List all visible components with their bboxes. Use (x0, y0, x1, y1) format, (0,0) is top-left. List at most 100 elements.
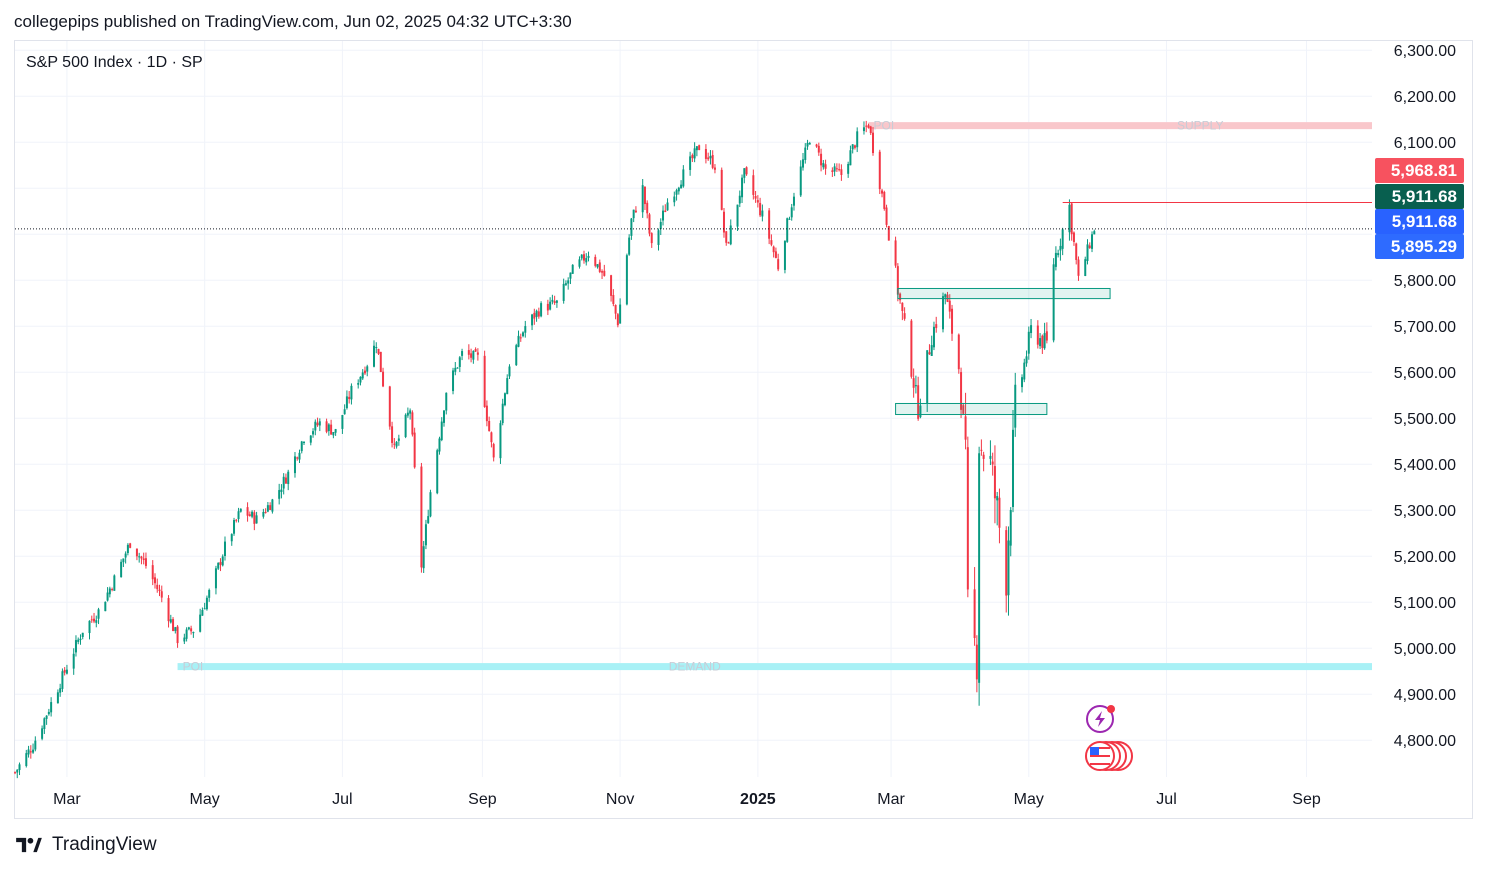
candle-body (454, 367, 457, 372)
candle-body (580, 254, 583, 259)
y-tick-label: 5,700.00 (1394, 319, 1456, 336)
footer[interactable]: TradingView (14, 834, 157, 856)
candle-body (1086, 244, 1089, 261)
candle-body (630, 218, 633, 236)
candle-body (964, 416, 967, 440)
candle-body (865, 125, 868, 127)
candle-body (957, 334, 960, 370)
candle-body (269, 505, 272, 511)
candle-body (1068, 204, 1071, 233)
candle-body (578, 259, 581, 267)
candle-body (1030, 325, 1033, 334)
candle-body (237, 511, 240, 520)
candle-body (912, 378, 915, 388)
candle-body (391, 426, 394, 443)
candle-body (614, 305, 617, 314)
candle-body (693, 148, 696, 159)
candle-body (594, 256, 597, 266)
candle-body (962, 405, 965, 414)
candle-body (883, 191, 886, 209)
candle-body (564, 283, 567, 285)
candle-body (158, 589, 161, 592)
y-tick-label: 5,000.00 (1394, 641, 1456, 658)
candle-body (1036, 325, 1039, 345)
y-tick-label: 5,400.00 (1394, 457, 1456, 474)
candle-body (691, 155, 694, 159)
price-tag-label: 5,911.68 (1392, 212, 1457, 231)
flag-stripe (1090, 755, 1110, 757)
candle-body (1054, 252, 1057, 267)
candle-body (404, 414, 407, 437)
price-tag (1375, 158, 1464, 183)
candle-body (808, 143, 811, 145)
flag-stripe (1090, 759, 1110, 761)
candle-body (187, 627, 190, 630)
candle-body (88, 620, 91, 634)
grid (15, 41, 1372, 777)
candles (14, 120, 1096, 779)
zone-poi-label: POI (873, 119, 894, 133)
candle-body (641, 185, 644, 213)
candle-body (677, 187, 680, 192)
candle-body (582, 254, 585, 261)
candle-body (174, 627, 177, 631)
candle-body (535, 310, 538, 317)
candle-body (325, 421, 328, 432)
candle-body (998, 497, 1001, 528)
candle-body (190, 628, 193, 632)
x-tick-label: Sep (1292, 791, 1321, 808)
candle-body (709, 155, 712, 159)
candle-body (287, 471, 290, 485)
price-tag (1375, 184, 1464, 209)
candle-body (50, 702, 53, 713)
candle-body (657, 230, 660, 245)
candle-body (759, 202, 762, 216)
candle-body (619, 304, 622, 324)
candle-body (440, 421, 443, 441)
candle-body (790, 207, 793, 218)
candle-body (185, 629, 188, 639)
candle-body (675, 190, 678, 195)
candle-body (443, 410, 446, 423)
candle-body (774, 251, 777, 258)
candle-body (646, 202, 649, 214)
candle-body (804, 147, 807, 160)
candle-body (395, 441, 398, 447)
symbol-label[interactable]: S&P 500 Index · 1D · SP (26, 54, 203, 71)
candle-body (571, 264, 574, 274)
candle-body (625, 255, 628, 305)
candle-body (524, 326, 527, 333)
candle-body (501, 403, 504, 424)
candle-body (314, 421, 317, 431)
candle-body (126, 544, 129, 554)
candle-body (235, 519, 238, 521)
x-tick-label: Sep (468, 791, 497, 808)
candle-body (359, 376, 362, 383)
candle-body (914, 385, 917, 387)
candle-body (680, 184, 683, 189)
candle-body (108, 588, 111, 595)
x-tick-label: Jul (332, 791, 352, 808)
candle-body (14, 772, 16, 774)
candle-body (799, 166, 802, 196)
candle-body (203, 608, 206, 610)
candle-body (452, 370, 455, 392)
candle-body (153, 577, 156, 584)
candle-body (951, 308, 954, 334)
lightning-bolt (1095, 711, 1105, 727)
candle-body (217, 562, 220, 569)
candle-body (309, 435, 312, 443)
candle-body (772, 246, 775, 253)
candle-body (490, 432, 493, 443)
candle-body (219, 561, 222, 565)
y-tick-label: 5,100.00 (1394, 595, 1456, 612)
candle-body (379, 351, 382, 372)
candle-body (711, 155, 714, 168)
candle-body (476, 352, 479, 355)
candle-body (461, 351, 464, 356)
candle-body (585, 258, 588, 263)
footer-brand: TradingView (52, 834, 157, 855)
candle-body (664, 210, 667, 213)
candle-body (867, 125, 870, 128)
